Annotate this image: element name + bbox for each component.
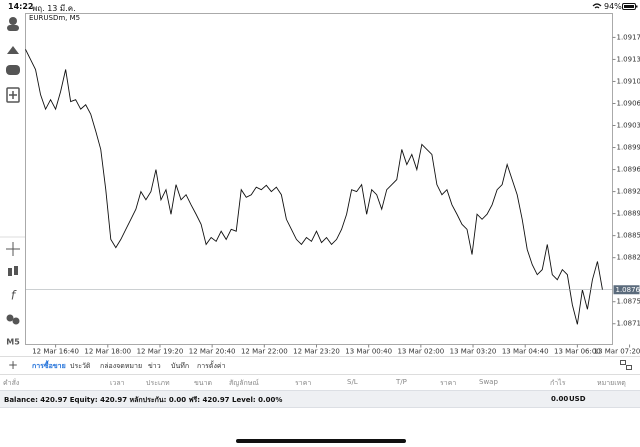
wifi-icon xyxy=(592,3,602,9)
tab-bar: + การซื้อขาย ประวัติ กล่องจดหมาย ข่าว บันทึก… xyxy=(0,356,640,375)
x-tick-label: 13 Mar 03:20 xyxy=(450,348,497,356)
y-tick-label: 1.08995 xyxy=(617,144,640,152)
column-header: ราคา xyxy=(295,379,312,387)
new-order-plus xyxy=(9,91,17,99)
tab[interactable]: บันทึก xyxy=(171,362,190,370)
indicators-icon[interactable]: f xyxy=(11,289,17,303)
chart-title: EURUSDm, M5 xyxy=(29,14,80,22)
x-tick-label: 13 Mar 06:00 xyxy=(554,348,601,356)
currency: USD xyxy=(569,395,586,403)
x-tick-label: 12 Mar 22:00 xyxy=(241,348,288,356)
x-tick-label: 13 Mar 00:40 xyxy=(345,348,392,356)
x-tick-label: 12 Mar 23:20 xyxy=(293,348,340,356)
y-tick-label: 1.09065 xyxy=(617,99,640,107)
tab[interactable]: กล่องจดหมาย xyxy=(100,362,143,370)
trade-icon[interactable] xyxy=(7,46,19,54)
x-tick-label: 13 Mar 07:20 xyxy=(594,348,640,356)
total-profit: 0.00 xyxy=(551,395,569,403)
home-indicator xyxy=(236,439,406,443)
tab[interactable]: ประวัติ xyxy=(70,362,91,370)
column-header: ประเภท xyxy=(146,379,170,387)
x-tick-label: 12 Mar 20:40 xyxy=(189,348,236,356)
y-tick-label: 1.08820 xyxy=(617,254,640,262)
y-tick-label: 1.09100 xyxy=(617,77,640,85)
y-tick-label: 1.09170 xyxy=(617,33,640,41)
tab[interactable]: ข่าว xyxy=(148,362,161,370)
account-icon[interactable] xyxy=(9,17,17,25)
current-price-label: 1.08769 xyxy=(616,286,640,294)
battery-icon xyxy=(622,3,638,10)
column-header: คำสั่ง xyxy=(3,379,20,387)
y-tick-label: 1.09030 xyxy=(617,122,640,130)
column-header: เวลา xyxy=(110,379,125,387)
y-tick-label: 1.09135 xyxy=(617,55,640,63)
candles-icon[interactable] xyxy=(8,268,12,276)
column-header: Swap xyxy=(479,378,498,386)
price-line xyxy=(25,49,603,325)
y-tick-label: 1.08960 xyxy=(617,166,640,174)
x-tick-label: 12 Mar 16:40 xyxy=(32,348,79,356)
x-tick-label: 13 Mar 02:00 xyxy=(397,348,444,356)
objects-icon[interactable] xyxy=(6,314,14,322)
y-tick-label: 1.08750 xyxy=(617,298,640,306)
column-header: ราคา xyxy=(440,379,457,387)
left-toolbar: f M5 xyxy=(6,17,20,347)
candles-icon-2 xyxy=(14,266,18,275)
x-tick-label: 13 Mar 04:40 xyxy=(502,348,549,356)
tab[interactable]: การซื้อขาย xyxy=(32,362,66,370)
y-tick-label: 1.08715 xyxy=(617,320,640,328)
account-summary: Balance: 420.97 Equity: 420.97 หลักประกั… xyxy=(4,396,283,404)
date: พฤ. 13 มี.ค. xyxy=(32,4,76,13)
column-header: สัญลักษณ์ xyxy=(229,379,259,387)
objects-icon-2 xyxy=(12,317,20,325)
plot-frame xyxy=(25,13,613,345)
tab[interactable]: การตั้งค่า xyxy=(197,362,226,370)
add-button[interactable]: + xyxy=(8,358,19,372)
y-tick-label: 1.08925 xyxy=(617,188,640,196)
new-order-icon[interactable] xyxy=(6,87,20,103)
layout-icon[interactable] xyxy=(620,360,632,370)
column-header: หมายเหตุ xyxy=(597,379,626,387)
table-header: คำสั่ง เวลา ประเภท ขนาด สัญลักษณ์ ราคา S/L T/P ร… xyxy=(0,374,640,390)
y-tick-label: 1.08855 xyxy=(617,232,640,240)
column-header: ขนาด xyxy=(194,379,213,387)
status-bar: 14:22 พฤ. 13 มี.ค. 94% xyxy=(0,0,640,13)
x-tick-label: 12 Mar 18:00 xyxy=(84,348,131,356)
y-tick-label: 1.08890 xyxy=(617,210,640,218)
clock: 14:22 xyxy=(8,2,34,11)
crosshair-icon[interactable] xyxy=(6,242,20,256)
column-header: T/P xyxy=(396,378,407,386)
account-icon-body xyxy=(7,25,19,31)
chat-icon[interactable] xyxy=(6,65,20,75)
column-header: กำไร xyxy=(550,379,566,387)
account-bar: Balance: 420.97 Equity: 420.97 หลักประกั… xyxy=(0,390,640,408)
battery-level: 94% xyxy=(604,2,622,11)
chart-area: f M5 EURUSDm, M5 1.09170 1.09135 1.09100 1.… xyxy=(0,13,640,356)
column-header: S/L xyxy=(347,378,358,386)
timeframe-button[interactable]: M5 xyxy=(6,338,20,347)
current-price-tag xyxy=(613,285,640,295)
x-tick-label: 12 Mar 19:20 xyxy=(137,348,184,356)
